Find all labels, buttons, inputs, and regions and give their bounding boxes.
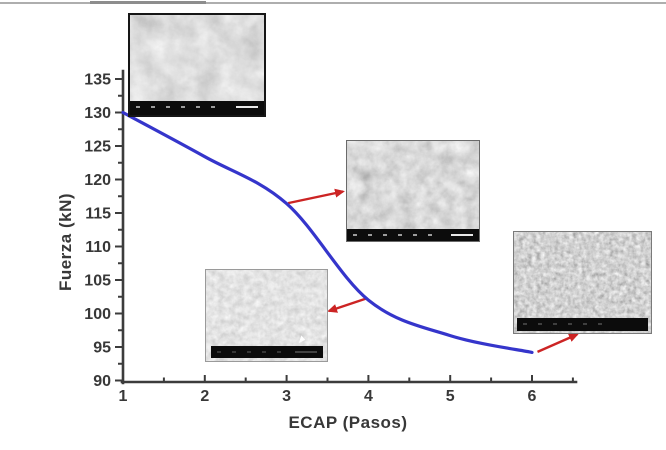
sem-info-text-marks xyxy=(216,351,287,353)
ticks xyxy=(115,78,574,382)
y-tick-label: 135 xyxy=(84,72,111,89)
y-tick-label: 120 xyxy=(84,172,111,189)
sem-micrograph-pass4 xyxy=(205,269,328,362)
x-tick-label: 2 xyxy=(200,388,209,405)
force-curve xyxy=(121,110,534,354)
annotation-arrow-pass3 xyxy=(287,188,345,205)
y-axis-title: Fuerza (kN) xyxy=(56,192,75,292)
x-tick-label: 6 xyxy=(528,388,537,405)
sem-micrograph-pass3 xyxy=(346,140,480,242)
annotation-arrow-pass6 xyxy=(537,333,579,353)
x-tick-label: 5 xyxy=(446,388,455,405)
sem-micrograph-pass6 xyxy=(513,231,652,334)
x-axis-title: ECAP (Pasos) xyxy=(288,413,408,432)
x-tick-label: 4 xyxy=(364,388,373,405)
sem-info-bar xyxy=(347,229,479,241)
sem-scalebar xyxy=(295,351,318,353)
sem-info-bar xyxy=(516,318,649,331)
sem-scalebar xyxy=(451,234,473,236)
sem-info-text-marks xyxy=(136,106,220,108)
y-tick-label: 125 xyxy=(84,139,111,156)
sem-info-text-marks xyxy=(522,323,605,325)
sem-info-bar xyxy=(210,346,324,358)
sem-micrograph-pass1 xyxy=(128,13,266,117)
page-top-rule-segment xyxy=(90,1,206,4)
y-tick-label: 115 xyxy=(85,206,111,223)
y-tick-label: 130 xyxy=(84,105,111,122)
annotation-arrow-pass4 xyxy=(327,296,368,313)
y-tick-label: 105 xyxy=(84,273,111,290)
y-tick-label: 90 xyxy=(93,373,111,390)
y-tick-label: 110 xyxy=(85,239,111,256)
sem-info-bar xyxy=(130,101,264,115)
y-tick-label: 100 xyxy=(84,306,111,323)
x-tick-label: 3 xyxy=(282,388,291,405)
page-top-rule xyxy=(0,2,666,4)
sem-info-text-marks xyxy=(353,234,435,236)
x-tick-label: 1 xyxy=(119,388,128,405)
sem-scalebar xyxy=(236,106,258,108)
y-tick-label: 95 xyxy=(93,340,111,357)
